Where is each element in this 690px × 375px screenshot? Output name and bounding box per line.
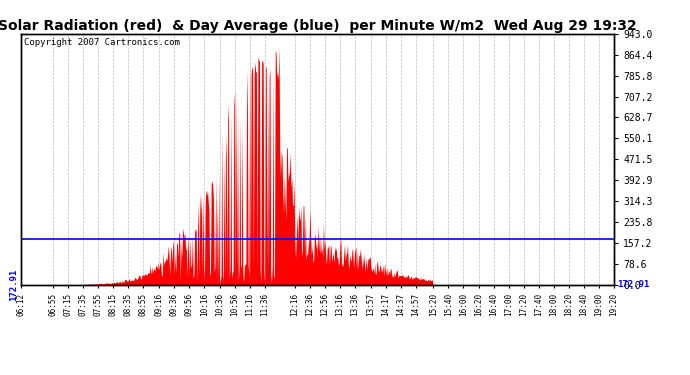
Text: 172.91: 172.91 bbox=[9, 269, 18, 301]
Text: Copyright 2007 Cartronics.com: Copyright 2007 Cartronics.com bbox=[23, 38, 179, 46]
Title: Solar Radiation (red)  & Day Average (blue)  per Minute W/m2  Wed Aug 29 19:32: Solar Radiation (red) & Day Average (blu… bbox=[0, 19, 637, 33]
Text: 172.91: 172.91 bbox=[617, 280, 649, 290]
